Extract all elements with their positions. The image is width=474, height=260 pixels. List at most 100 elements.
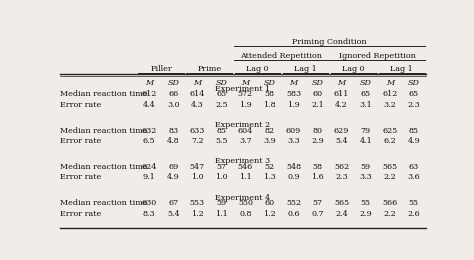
- Text: 1.0: 1.0: [215, 173, 228, 181]
- Text: 2.9: 2.9: [359, 210, 372, 218]
- Text: 4.3: 4.3: [191, 101, 204, 109]
- Text: Error rate: Error rate: [60, 101, 101, 109]
- Text: 547: 547: [190, 163, 205, 171]
- Text: 2.9: 2.9: [311, 137, 324, 145]
- Text: M: M: [145, 79, 153, 87]
- Text: SD: SD: [264, 79, 275, 87]
- Text: 1.2: 1.2: [191, 210, 204, 218]
- Text: 59: 59: [216, 199, 227, 207]
- Text: 85: 85: [409, 127, 419, 135]
- Text: 4.9: 4.9: [408, 137, 420, 145]
- Text: 565: 565: [382, 163, 397, 171]
- Text: 59: 59: [361, 163, 371, 171]
- Text: 82: 82: [264, 127, 274, 135]
- Text: 566: 566: [382, 199, 397, 207]
- Text: 611: 611: [334, 90, 349, 99]
- Text: Error rate: Error rate: [60, 137, 101, 145]
- Text: 65: 65: [361, 90, 371, 99]
- Text: 4.4: 4.4: [143, 101, 155, 109]
- Text: Experiment 1: Experiment 1: [215, 85, 271, 93]
- Text: 85: 85: [216, 127, 227, 135]
- Text: 1.6: 1.6: [311, 173, 324, 181]
- Text: 55: 55: [361, 199, 371, 207]
- Text: 58: 58: [312, 163, 323, 171]
- Text: 1.2: 1.2: [263, 210, 276, 218]
- Text: 2.3: 2.3: [408, 101, 420, 109]
- Text: 7.2: 7.2: [191, 137, 204, 145]
- Text: Experiment 4: Experiment 4: [215, 193, 271, 202]
- Text: 562: 562: [334, 163, 349, 171]
- Text: SD: SD: [408, 79, 420, 87]
- Text: SD: SD: [360, 79, 372, 87]
- Text: 1.8: 1.8: [263, 101, 276, 109]
- Text: 79: 79: [361, 127, 371, 135]
- Text: Error rate: Error rate: [60, 210, 101, 218]
- Text: 2.2: 2.2: [383, 173, 396, 181]
- Text: 3.3: 3.3: [287, 137, 300, 145]
- Text: Experiment 2: Experiment 2: [215, 121, 271, 129]
- Text: Lag 1: Lag 1: [391, 65, 413, 73]
- Text: 63: 63: [409, 163, 419, 171]
- Text: Lag 0: Lag 0: [246, 65, 269, 73]
- Text: Median reaction time: Median reaction time: [60, 199, 148, 207]
- Text: M: M: [241, 79, 249, 87]
- Text: 612: 612: [382, 90, 398, 99]
- Text: 550: 550: [238, 199, 253, 207]
- Text: 609: 609: [286, 127, 301, 135]
- Text: Priming Condition: Priming Condition: [292, 38, 367, 46]
- Text: Median reaction time: Median reaction time: [60, 90, 148, 99]
- Text: 2.6: 2.6: [408, 210, 420, 218]
- Text: 9.1: 9.1: [143, 173, 155, 181]
- Text: 1.1: 1.1: [239, 173, 252, 181]
- Text: Ignored Repetition: Ignored Repetition: [339, 52, 416, 60]
- Text: 633: 633: [190, 127, 205, 135]
- Text: 1.0: 1.0: [191, 173, 204, 181]
- Text: M: M: [337, 79, 346, 87]
- Text: 1.1: 1.1: [215, 210, 228, 218]
- Text: 565: 565: [334, 199, 349, 207]
- Text: 0.6: 0.6: [287, 210, 300, 218]
- Text: 4.9: 4.9: [167, 173, 180, 181]
- Text: 604: 604: [238, 127, 253, 135]
- Text: 0.8: 0.8: [239, 210, 252, 218]
- Text: 8.3: 8.3: [143, 210, 155, 218]
- Text: 2.2: 2.2: [383, 210, 396, 218]
- Text: 548: 548: [286, 163, 301, 171]
- Text: 1.3: 1.3: [263, 173, 276, 181]
- Text: 624: 624: [141, 163, 157, 171]
- Text: 4.2: 4.2: [335, 101, 348, 109]
- Text: Filler: Filler: [150, 65, 172, 73]
- Text: 0.9: 0.9: [287, 173, 300, 181]
- Text: 57: 57: [312, 199, 323, 207]
- Text: 552: 552: [286, 199, 301, 207]
- Text: Median reaction time: Median reaction time: [60, 127, 148, 135]
- Text: M: M: [193, 79, 201, 87]
- Text: 625: 625: [382, 127, 397, 135]
- Text: 69: 69: [168, 163, 178, 171]
- Text: 80: 80: [312, 127, 323, 135]
- Text: M: M: [290, 79, 298, 87]
- Text: 83: 83: [168, 127, 178, 135]
- Text: 632: 632: [141, 127, 157, 135]
- Text: 3.2: 3.2: [383, 101, 396, 109]
- Text: 3.3: 3.3: [359, 173, 372, 181]
- Text: 583: 583: [286, 90, 301, 99]
- Text: 2.1: 2.1: [311, 101, 324, 109]
- Text: Lag 0: Lag 0: [342, 65, 365, 73]
- Text: Attended Repetition: Attended Repetition: [240, 52, 322, 60]
- Text: 66: 66: [168, 90, 178, 99]
- Text: Lag 1: Lag 1: [294, 65, 317, 73]
- Text: 5.4: 5.4: [335, 137, 348, 145]
- Text: 3.7: 3.7: [239, 137, 252, 145]
- Text: 65: 65: [216, 90, 227, 99]
- Text: 6.2: 6.2: [383, 137, 396, 145]
- Text: 553: 553: [190, 199, 205, 207]
- Text: 58: 58: [264, 90, 274, 99]
- Text: 612: 612: [141, 90, 157, 99]
- Text: M: M: [386, 79, 394, 87]
- Text: 1.9: 1.9: [287, 101, 300, 109]
- Text: 3.9: 3.9: [263, 137, 276, 145]
- Text: 572: 572: [238, 90, 253, 99]
- Text: SD: SD: [167, 79, 179, 87]
- Text: Median reaction time: Median reaction time: [60, 163, 148, 171]
